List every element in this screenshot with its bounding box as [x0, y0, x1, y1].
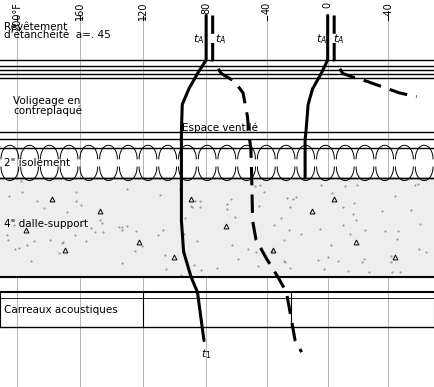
Text: $t_A$: $t_A$: [193, 32, 204, 46]
Text: 80: 80: [201, 2, 211, 14]
Text: $t_A$: $t_A$: [316, 32, 327, 46]
Text: Voligeage en: Voligeage en: [13, 96, 80, 106]
Text: 2" isolement: 2" isolement: [4, 158, 70, 168]
Text: $t_A$: $t_A$: [215, 32, 226, 46]
Text: 40: 40: [262, 2, 272, 14]
Text: -40: -40: [383, 2, 394, 18]
Text: Carreaux acoustiques: Carreaux acoustiques: [4, 305, 118, 315]
Text: Revêtement: Revêtement: [4, 22, 68, 32]
Text: 200°F: 200°F: [12, 2, 23, 31]
Text: 4" dalle-support: 4" dalle-support: [4, 219, 89, 229]
Text: 160: 160: [75, 2, 85, 20]
Text: 120: 120: [138, 2, 148, 21]
Text: Espace ventilé: Espace ventilé: [182, 122, 258, 133]
Bar: [0, 178, 434, 277]
Text: $t_A$: $t_A$: [333, 32, 344, 46]
Text: 0: 0: [322, 2, 333, 8]
Text: d'étanchéité  a=. 45: d'étanchéité a=. 45: [4, 30, 111, 40]
Text: $t_1$: $t_1$: [201, 347, 211, 361]
Text: contreplaqué: contreplaqué: [13, 105, 82, 116]
